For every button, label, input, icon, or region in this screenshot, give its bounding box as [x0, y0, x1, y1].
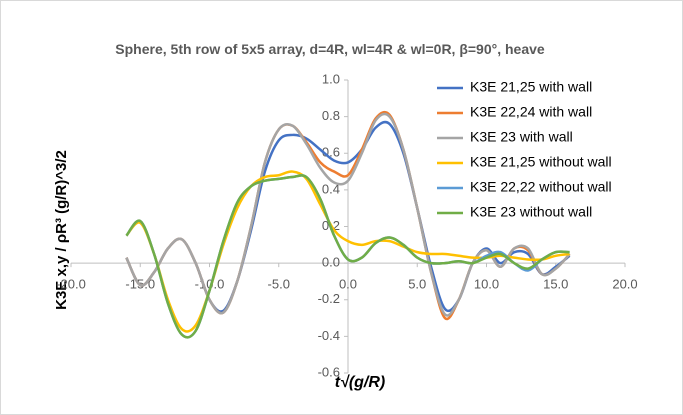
legend-label: K3E 22,24 with wall — [470, 104, 592, 120]
chart-title: Sphere, 5th row of 5x5 array, d=4R, wl=4… — [115, 41, 545, 57]
x-tick-label: 5.0 — [408, 277, 426, 292]
y-tick-label: -0.6 — [318, 364, 340, 379]
x-tick-label: -5.0 — [268, 277, 290, 292]
x-tick-label: 0.0 — [339, 277, 357, 292]
x-tick-label: 10.0 — [474, 277, 499, 292]
legend-label: K3E 21,25 with wall — [470, 79, 592, 95]
legend-label: K3E 21,25 without wall — [470, 154, 612, 170]
x-tick-label: -20.0 — [56, 277, 86, 292]
series-line — [125, 170, 570, 333]
y-tick-label: -0.2 — [318, 291, 340, 306]
y-tick-label: 0.8 — [322, 108, 340, 123]
legend-label: K3E 23 without wall — [470, 204, 592, 220]
legend-label: K3E 23 with wall — [470, 129, 573, 145]
x-tick-label: 15.0 — [543, 277, 568, 292]
y-tick-label: 1.0 — [322, 71, 340, 86]
legend-label: K3E 22,22 without wall — [470, 179, 612, 195]
series-line — [125, 112, 571, 317]
y-axis-title: K3E x,y / ρR³ (g/R)^3/2 — [53, 150, 70, 310]
x-tick-label: 20.0 — [612, 277, 637, 292]
series-line — [125, 174, 570, 339]
x-axis-title: t√(g/R) — [335, 374, 386, 391]
y-tick-label: 0.0 — [322, 255, 340, 270]
y-tick-label: 0.4 — [322, 181, 340, 196]
y-tick-label: -0.4 — [318, 328, 340, 343]
